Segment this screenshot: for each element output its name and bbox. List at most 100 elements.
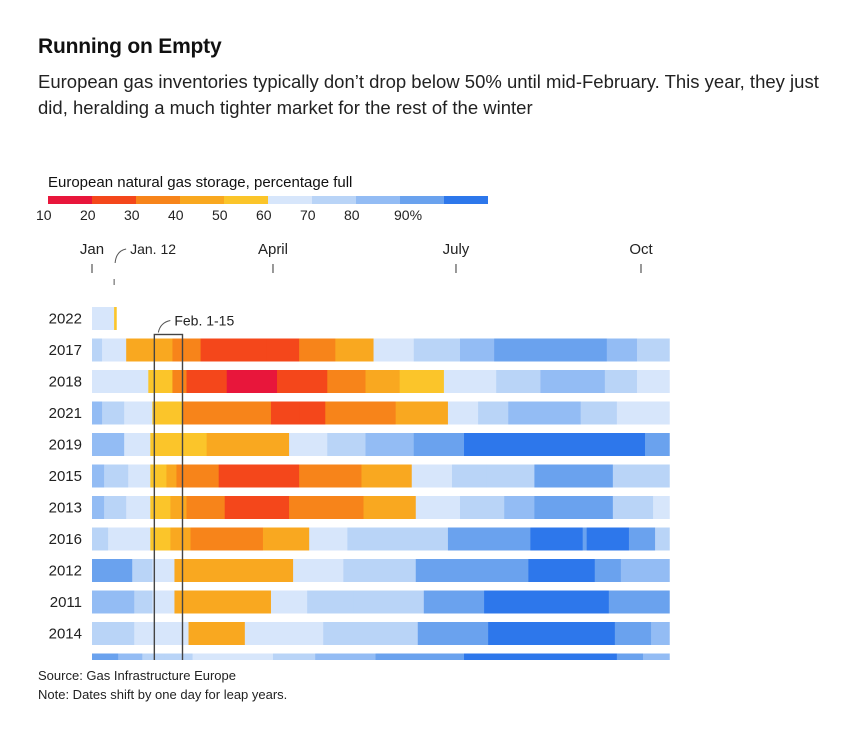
heatmap-cell (365, 433, 415, 456)
heatmap-cell (152, 590, 176, 614)
heatmap-cell (92, 370, 111, 393)
heatmap-cell (608, 590, 670, 614)
heatmap-cell (150, 496, 172, 519)
heatmap-cell (651, 622, 670, 645)
heatmap-cell (182, 401, 234, 425)
heatmap-cell (604, 370, 638, 393)
heatmap-cell (277, 370, 328, 393)
heatmap-row: 2011 (50, 590, 670, 614)
heatmap-cell (92, 496, 105, 519)
heatmap-cell (460, 496, 505, 519)
heatmap-cell (132, 559, 153, 582)
heatmap-cell (150, 433, 208, 456)
page-subtitle: European gas inventories typically don’t… (38, 71, 819, 118)
heatmap-cell (92, 527, 109, 551)
heatmap-cell (335, 338, 375, 362)
legend-swatch (180, 196, 224, 204)
heatmap-row: 2014 (49, 622, 670, 645)
heatmap-cell (343, 559, 417, 582)
heatmap-cell (262, 527, 310, 551)
heatmap-cell (395, 401, 449, 425)
heatmap-cell (508, 401, 582, 425)
heatmap-cell (636, 338, 670, 362)
heatmap-cell (614, 622, 652, 645)
legend-label: 60 (256, 207, 272, 223)
heatmap-cell (224, 496, 290, 519)
heatmap-cell (486, 464, 536, 488)
heatmap-cell (464, 653, 618, 660)
heatmap-cell (655, 527, 670, 551)
heatmap-cell (375, 653, 465, 660)
heatmap-cell (606, 338, 638, 362)
row-year-label: 2014 (49, 626, 82, 643)
heatmap-cell (653, 496, 670, 519)
heatmap-cell (176, 464, 220, 488)
heatmap-cell (166, 464, 178, 488)
chart-title: European natural gas storage, percentage… (48, 174, 352, 191)
x-axis: Jan April July Oct (80, 241, 653, 273)
heatmap-cell (327, 370, 367, 393)
heatmap-cell (114, 307, 117, 330)
heatmap-row: 2020 (49, 653, 670, 660)
heatmap-cell (142, 653, 165, 660)
heatmap-cell (636, 370, 670, 393)
heatmap-cell (126, 338, 151, 362)
heatmap-row: 2022 (49, 307, 117, 330)
row-year-label: 2012 (49, 563, 82, 580)
heatmap-row: 2019 (49, 433, 670, 456)
row-year-label: 2015 (49, 468, 82, 485)
heatmap-cell (172, 370, 188, 393)
heatmap-cell (484, 590, 610, 614)
heatmap-cell (582, 527, 588, 551)
heatmap-cell (218, 464, 300, 488)
legend-label: 80 (344, 207, 360, 223)
heatmap-cell (206, 433, 290, 456)
heatmap-cell (148, 370, 174, 393)
heatmap-cell (289, 496, 365, 519)
heatmap-row: 2015 (49, 464, 670, 488)
x-tick-label: Jan (80, 241, 104, 258)
row-year-label: 2019 (49, 437, 82, 454)
legend-swatch (48, 196, 92, 204)
footer: Source: Gas Infrastructure Europe Note: … (38, 666, 287, 704)
heatmap-cell (397, 527, 449, 551)
heatmap-cell (174, 559, 294, 582)
heatmap-cell (124, 401, 153, 425)
heatmap-cell (323, 622, 419, 645)
row-year-label: 2018 (49, 374, 82, 391)
heatmap-cell (612, 464, 650, 488)
heatmap-cell (106, 307, 115, 330)
heatmap-cell (172, 338, 202, 362)
heatmap-cell (150, 527, 172, 551)
heatmap-cell (534, 464, 614, 488)
feb-window-box (153, 333, 184, 660)
heatmap-cell (586, 527, 630, 551)
heatmap-cell (92, 622, 135, 645)
row-year-label: 2016 (49, 531, 82, 548)
heatmap-cell (299, 338, 336, 362)
legend-swatch (444, 196, 488, 204)
heatmap-cell (411, 464, 453, 488)
heatmap-cell (299, 401, 326, 425)
heatmap-cell (594, 559, 622, 582)
heatmap-cell (373, 338, 415, 362)
legend-swatch (356, 196, 400, 204)
row-year-label: 2013 (49, 500, 82, 517)
jan12-label: Jan. 12 (130, 241, 176, 257)
heatmap-cell (150, 338, 174, 362)
heatmap-cell (190, 527, 264, 551)
legend-label: 40 (168, 207, 184, 223)
heatmap-cell (244, 622, 324, 645)
gas-storage-heatmap: European natural gas storage, percentage… (36, 174, 670, 660)
heatmap-cell (170, 496, 188, 519)
heatmap-cell (413, 338, 461, 362)
heatmap-cell (102, 338, 127, 362)
legend-swatch (92, 196, 136, 204)
row-year-label: 2022 (49, 311, 82, 328)
heatmap-cell (530, 527, 584, 551)
heatmap-cell (478, 401, 509, 425)
heatmap-cell (102, 401, 125, 425)
heatmap-cell (108, 527, 151, 551)
heatmap-cell (289, 433, 328, 456)
legend-swatch (312, 196, 356, 204)
